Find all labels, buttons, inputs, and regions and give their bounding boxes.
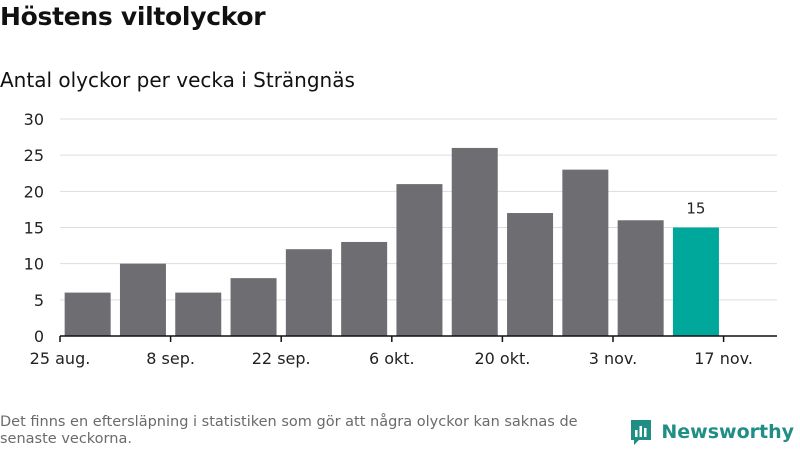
bar [507, 213, 554, 336]
bar-chart: 0 5 10 15 20 25 30 15 25 aug. 8 sep. 22 sep. 6 okt.… [24, 110, 777, 368]
brand-name: Newsworthy [661, 421, 794, 443]
y-tick-label: 10 [24, 255, 44, 274]
bar [64, 292, 111, 336]
bar [562, 169, 609, 336]
bar [230, 278, 277, 336]
data-label: 15 [686, 200, 705, 218]
y-tick-label: 25 [24, 146, 44, 165]
bar [119, 263, 166, 336]
bar [617, 220, 664, 336]
y-tick-label: 5 [34, 291, 44, 310]
newsworthy-logo-icon [631, 420, 652, 445]
bar [175, 292, 222, 336]
bar [672, 227, 719, 336]
bar [285, 249, 332, 336]
y-tick-label: 0 [34, 327, 44, 346]
bar [396, 184, 443, 336]
y-tick-label: 30 [24, 110, 44, 129]
chart-subtitle: Antal olyckor per vecka i Strängnäs [0, 68, 355, 92]
x-tick-label: 8 sep. [146, 349, 195, 368]
brand-logo: Newsworthy [629, 418, 794, 446]
x-tick-label: 6 okt. [369, 349, 415, 368]
footnote: Det finns en eftersläpning i statistiken… [0, 414, 578, 447]
x-tick-label: 17 nov. [694, 349, 753, 368]
x-tick-label: 22 sep. [252, 349, 311, 368]
chart-title: Höstens viltolyckor [0, 2, 266, 31]
y-tick-label: 15 [24, 219, 44, 238]
x-tick-label: 3 nov. [589, 349, 638, 368]
x-tick-label: 20 okt. [474, 349, 530, 368]
bar [341, 241, 388, 336]
bar [451, 147, 498, 336]
y-tick-label: 20 [24, 182, 44, 201]
x-tick-label: 25 aug. [30, 349, 91, 368]
